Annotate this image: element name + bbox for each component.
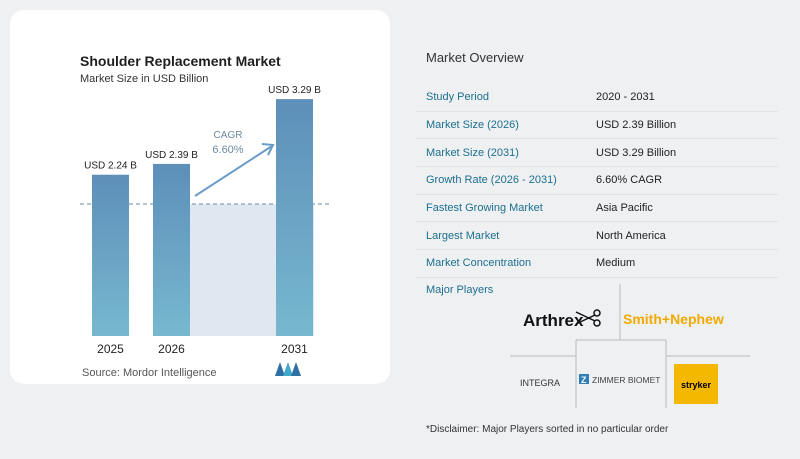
bar-value-label: USD 2.39 B	[145, 150, 198, 161]
row-value: USD 2.39 Billion	[596, 119, 677, 132]
major-players-label: Major Players	[426, 284, 494, 296]
table-row: Growth Rate (2026 - 2031) 6.60% CAGR	[416, 167, 778, 195]
row-key: Market Concentration	[426, 257, 532, 270]
zimmer-biomet-icon	[579, 374, 589, 384]
row-value: USD 3.29 Billion	[596, 146, 677, 159]
row-value: 6.60% CAGR	[596, 174, 663, 187]
row-key: Growth Rate (2026 - 2031)	[426, 174, 557, 187]
overview-title: Market Overview	[426, 50, 524, 65]
table-row: Study Period 2020 - 2031	[416, 84, 778, 112]
bar-2031	[276, 99, 313, 337]
table-row: Market Size (2026) USD 2.39 Billion	[416, 112, 778, 140]
table-row: Largest Market North America	[416, 222, 778, 251]
bar-2025	[92, 174, 129, 336]
x-tick-label: 2031	[281, 342, 308, 356]
row-value: Medium	[596, 257, 636, 270]
table-row: Fastest Growing Market Asia Pacific	[416, 195, 778, 223]
cagr-value: 6.60%	[212, 144, 243, 156]
row-value: Asia Pacific	[596, 202, 653, 215]
row-key: Study Period	[426, 91, 489, 104]
overview-table: Study Period 2020 - 2031 Market Size (202…	[416, 84, 778, 278]
scissors-icon	[575, 309, 601, 327]
source-text: Source: Mordor Intelligence	[82, 367, 217, 379]
cagr-label: CAGR	[214, 130, 243, 141]
x-tick-label: 2025	[97, 342, 124, 356]
row-key: Market Size (2031)	[426, 146, 519, 159]
table-row: Market Concentration Medium	[416, 250, 778, 278]
x-tick-label: 2026	[158, 342, 185, 356]
arthrex-logo: Arthrex	[523, 311, 584, 330]
disclaimer-text: *Disclaimer: Major Players sorted in no …	[426, 424, 669, 435]
row-value: 2020 - 2031	[596, 91, 655, 104]
bar-value-label: USD 3.29 B	[268, 85, 321, 96]
mordor-logo-icon	[275, 362, 301, 376]
zimmer-biomet-logo: ZIMMER BIOMET	[592, 375, 660, 385]
svg-text:Z: Z	[581, 375, 587, 385]
cagr-arrow	[194, 143, 275, 197]
stryker-logo: stryker	[681, 380, 712, 390]
row-key: Fastest Growing Market	[426, 202, 543, 215]
bar-2026	[153, 163, 190, 336]
integra-logo: INTEGRA	[520, 378, 560, 388]
smith-nephew-logo: Smith+Nephew	[623, 311, 724, 327]
row-key: Market Size (2026)	[426, 119, 519, 132]
row-key: Largest Market	[426, 229, 500, 242]
chart-title: Shoulder Replacement Market	[80, 53, 281, 69]
chart-subtitle: Market Size in USD Billion	[80, 73, 209, 85]
row-value: North America	[596, 229, 666, 242]
player-logos: Arthrex Smith+Nephew INTEGRA Z ZIMMER BI…	[510, 284, 750, 408]
bar-value-label: USD 2.24 B	[84, 161, 137, 172]
table-row: Market Size (2031) USD 3.29 Billion	[416, 139, 778, 168]
bar-chart: USD 2.24 B 2025 USD 2.39 B 2026 USD 3.29 B 20…	[80, 85, 330, 356]
stryker-logo-box	[674, 364, 718, 404]
